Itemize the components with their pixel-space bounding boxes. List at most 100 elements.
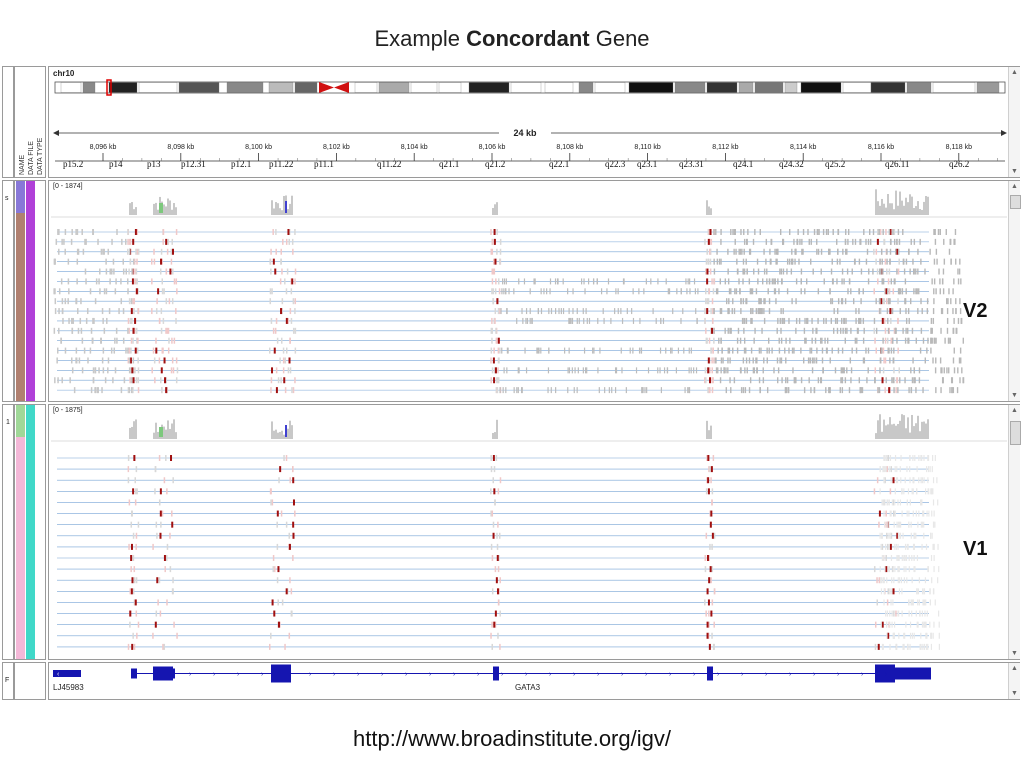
header-scrollbar[interactable]: ▲ ▼ (1008, 67, 1020, 177)
read-segment (495, 455, 498, 461)
junction-mismatch-mark (276, 510, 279, 517)
read-segment (849, 357, 852, 364)
read-segment (576, 308, 578, 315)
track1-scroll-thumb[interactable] (1010, 195, 1021, 209)
track1-scrollbar[interactable]: ▲ ▼ (1008, 181, 1021, 401)
read-segment (711, 278, 713, 285)
attr-swatch-name-2[interactable] (16, 213, 25, 401)
track2-panel[interactable]: [0 - 1875] (48, 404, 1020, 660)
read-segment (781, 278, 783, 285)
read-segment (717, 367, 719, 374)
read-segment (755, 308, 758, 315)
read-segment (61, 377, 63, 384)
read-segment (948, 288, 950, 295)
read-segment (897, 566, 899, 573)
read-segment (893, 238, 896, 245)
coverage-bar (492, 432, 494, 439)
coverage-bar (279, 431, 281, 439)
gene-exon (173, 668, 175, 679)
ruler-tick-label: 8,096 kb (90, 144, 117, 151)
attr-swatch-datafile[interactable] (26, 181, 35, 401)
attr-header-datafile[interactable]: DATA FILE (28, 141, 35, 175)
coverage-bar (129, 203, 131, 215)
junction-mismatch-mark (131, 367, 134, 374)
read-segment (281, 308, 283, 315)
read-segment (292, 387, 295, 394)
read-segment (906, 466, 908, 473)
read-segment (496, 532, 498, 539)
attr-swatch-name-2[interactable] (16, 437, 25, 659)
read-segment (867, 347, 870, 354)
read-segment (858, 317, 860, 324)
junction-mismatch-mark (170, 455, 173, 461)
coverage-bar (881, 198, 883, 215)
junction-mismatch-mark (134, 229, 137, 235)
track1-attributes[interactable] (14, 180, 46, 402)
read-segment (502, 278, 504, 285)
read-segment (769, 248, 771, 255)
attr-swatch-name[interactable] (16, 181, 25, 213)
read-segment (132, 588, 135, 595)
ruler-tick-label: 8,100 kb (245, 144, 272, 151)
read-segment (927, 455, 929, 461)
track2-scrollbar[interactable]: ▲ ▼ (1008, 405, 1021, 659)
read-segment (904, 555, 906, 561)
read-segment (289, 308, 292, 315)
read-segment (739, 337, 742, 344)
read-segment (815, 357, 817, 364)
read-segment (761, 327, 763, 334)
coverage-bar (173, 419, 175, 439)
read-segment (896, 337, 898, 344)
read-segment (160, 308, 163, 315)
read-segment (744, 367, 746, 374)
read-segment (766, 357, 768, 364)
read-segment (102, 317, 104, 324)
read-segment (938, 621, 940, 628)
read-segment (713, 308, 715, 315)
read-segment (952, 327, 955, 334)
track1-panel[interactable]: [0 - 1874] (48, 180, 1020, 402)
read-segment (128, 327, 131, 334)
track2-scroll-thumb[interactable] (1010, 421, 1021, 445)
ruler[interactable]: 24 kb 8,096 kb 8,098 kb 8,100 kb 8,102 kb 8,… (49, 109, 1009, 169)
read-segment (831, 258, 833, 265)
read-segment (105, 268, 108, 275)
read-segment (711, 298, 714, 305)
attr-header-datatype[interactable]: DATA TYPE (37, 137, 44, 175)
read-segment (834, 367, 837, 374)
coverage-bar (167, 198, 169, 215)
read-segment (915, 510, 917, 517)
track2-attributes[interactable] (14, 404, 46, 660)
gene-lj45983-feature[interactable] (53, 670, 81, 677)
gene-scrollbar[interactable]: ▲ ▼ (1008, 663, 1020, 699)
source-url[interactable]: http://www.broadinstitute.org/igv/ (353, 726, 671, 751)
read-segment (744, 387, 747, 394)
read-segment (599, 347, 601, 354)
attribute-header[interactable]: NAME DATA FILE DATA TYPE (14, 66, 46, 178)
read-segment (498, 532, 501, 539)
read-segment (942, 377, 944, 384)
read-segment (666, 367, 669, 374)
read-segment (893, 278, 895, 285)
read-segment (903, 488, 905, 495)
junction-mismatch-mark (292, 477, 295, 484)
read-segment (711, 367, 714, 374)
read-segment (95, 278, 98, 285)
attr-swatch-datafile[interactable] (26, 405, 35, 659)
read-segment (779, 357, 781, 364)
strand-arrow-icon: › (693, 671, 696, 678)
read-segment (167, 238, 170, 245)
attr-swatch-datatype[interactable] (36, 405, 45, 659)
track1-alignments[interactable] (49, 181, 1009, 402)
read-segment (923, 599, 925, 606)
read-segment (881, 643, 884, 650)
attr-header-name[interactable]: NAME (19, 154, 26, 175)
attr-swatch-datatype[interactable] (36, 181, 45, 401)
track2-alignments[interactable] (49, 405, 1009, 660)
gene-features[interactable]: ‹ › › › › › › › › › › › › › › › › › › › › › › › › › › › › › › LJ45983… (49, 663, 1009, 700)
gene-track-panel[interactable]: ‹ › › › › › › › › › › › › › › › › › › › › › › › › › › › › › › LJ45983… (48, 662, 1020, 700)
attr-swatch-name[interactable] (16, 405, 25, 437)
ideogram[interactable] (49, 67, 1009, 107)
read-segment (101, 387, 103, 394)
ideogram-band-label: p13 (147, 159, 161, 169)
